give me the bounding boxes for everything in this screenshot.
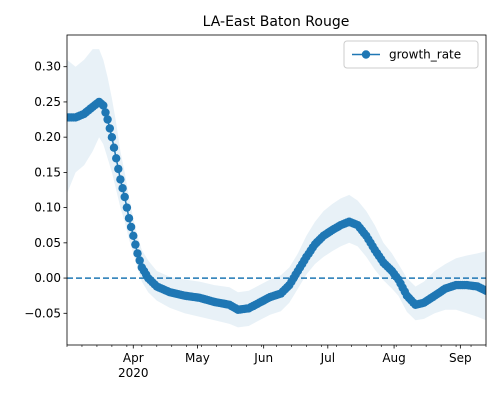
data-point	[133, 249, 142, 258]
chart-title: LA-East Baton Rouge	[203, 14, 350, 30]
data-point	[99, 101, 108, 110]
legend: growth_rate	[343, 40, 479, 69]
data-point	[118, 184, 127, 193]
data-point	[124, 214, 134, 223]
legend-label: growth_rate	[389, 48, 461, 62]
x-tick-label: Sep	[449, 351, 472, 365]
data-point	[103, 115, 112, 124]
data-point	[131, 240, 140, 249]
data-point	[126, 222, 136, 232]
data-point	[107, 133, 117, 142]
data-point	[112, 154, 121, 163]
plot-area	[67, 49, 486, 328]
data-point	[105, 124, 115, 133]
data-point	[114, 164, 123, 174]
y-axis: 0.30 0.25 0.20 0.15 0.10 0.05 0.00 −0.05	[24, 60, 67, 320]
x-tick-label: Jul	[320, 351, 335, 365]
y-tick-label: 0.25	[34, 95, 61, 109]
data-point	[109, 143, 119, 152]
x-tick-year-label: 2020	[118, 366, 149, 380]
data-point	[481, 286, 486, 295]
x-tick-label: Jun	[253, 351, 273, 365]
x-tick-label: Aug	[382, 351, 405, 365]
legend-marker	[361, 50, 371, 59]
data-point	[122, 203, 132, 212]
y-tick-label: 0.00	[34, 271, 61, 285]
x-tick-label: Apr	[123, 351, 144, 365]
data-point	[101, 108, 110, 117]
data-point	[116, 175, 125, 184]
y-tick-label: 0.30	[34, 60, 61, 74]
confidence-band	[67, 49, 486, 328]
y-tick-label: 0.05	[34, 236, 61, 250]
y-tick-label: 0.15	[34, 165, 61, 179]
y-tick-label: −0.05	[24, 306, 61, 320]
data-point	[135, 256, 144, 265]
y-tick-label: 0.20	[34, 130, 61, 144]
legend-box	[343, 40, 479, 69]
data-point	[120, 192, 129, 202]
data-point	[129, 231, 138, 240]
x-tick-label: May	[185, 351, 210, 365]
y-tick-label: 0.10	[34, 201, 61, 215]
